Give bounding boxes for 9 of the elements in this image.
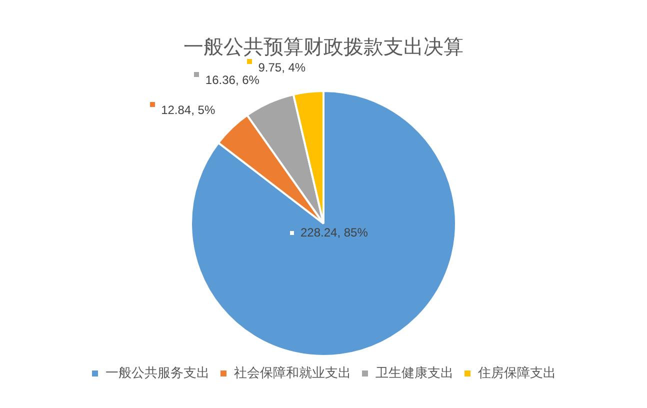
chart-title: 一般公共预算财政拨款支出决算 [184, 36, 464, 59]
data-label: 12.84, 5% [161, 102, 216, 117]
legend-label: 一般公共服务支出 [106, 365, 210, 380]
legend-label: 社会保障和就业支出 [234, 365, 351, 380]
data-label: 9.75, 4% [258, 60, 306, 74]
data-label: 228.24, 85% [300, 225, 368, 240]
data-label: 16.36, 6% [205, 73, 260, 88]
legend-label: 卫生健康支出 [376, 365, 454, 380]
legend-label: 住房保障支出 [477, 365, 556, 380]
